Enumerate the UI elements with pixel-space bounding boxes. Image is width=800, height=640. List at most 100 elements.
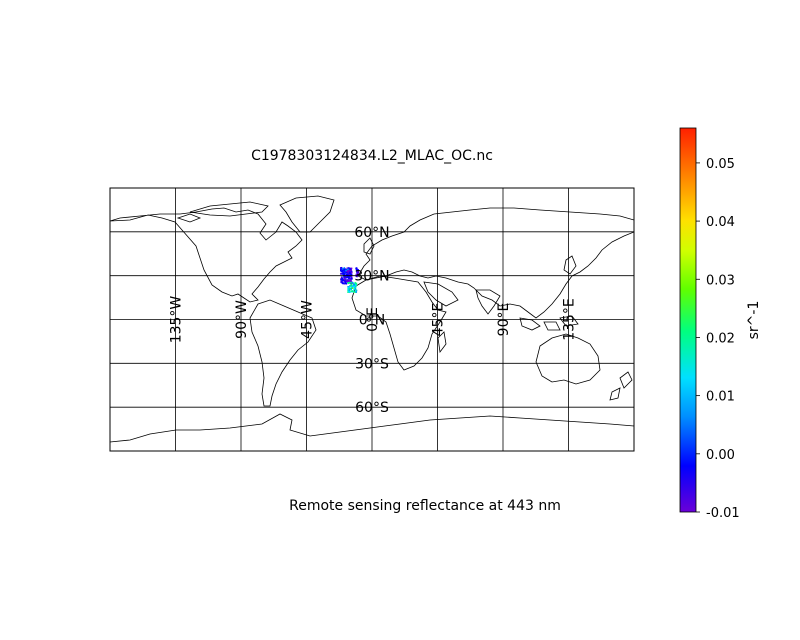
swath-pixel [345, 269, 347, 272]
swath-pixel [347, 276, 349, 279]
swath-pixel [348, 286, 350, 289]
swath-pixel [343, 269, 346, 271]
lon-label: 135°E [562, 298, 578, 341]
lon-label: 90°E [496, 303, 512, 337]
swath-pixel [345, 274, 348, 276]
swath-pixel [353, 283, 355, 285]
swath-pixel [351, 277, 353, 279]
swath-pixel [344, 276, 346, 278]
swath-pixel [353, 285, 355, 288]
swath-pixel [347, 287, 349, 290]
swath-pixel [347, 273, 349, 276]
swath-pixel [347, 288, 350, 291]
lon-label: 45°W [300, 300, 316, 339]
swath-pixel [350, 267, 353, 270]
swath-pixel [341, 268, 344, 270]
swath-pixel [348, 277, 350, 280]
swath-pixel [343, 280, 346, 283]
swath-pixel [345, 279, 348, 281]
swath-pixel [344, 282, 347, 284]
coastline-india [475, 289, 501, 315]
swath-pixel [341, 282, 344, 284]
swath-pixel [353, 286, 356, 289]
swath-pixel [339, 273, 342, 275]
swath-pixel [357, 272, 359, 274]
coastline-arctic-islands [176, 201, 269, 223]
colorbar-tick-label: 0.04 [706, 215, 735, 230]
swath-pixel [340, 270, 343, 273]
swath-pixel [347, 270, 349, 273]
swath-pixel [347, 286, 349, 288]
swath-pixel [347, 269, 349, 272]
swath-pixel [342, 275, 345, 278]
swath-pixel [349, 277, 351, 280]
swath-pixel [352, 282, 354, 284]
graticule-labels: 135°W 90°W 45°W 0°E 45°E 90°E 135°E 60°S 30°S 0°N… [169, 225, 578, 416]
swath-pixel [347, 282, 350, 285]
swath-pixel [339, 268, 342, 270]
swath-pixel [354, 287, 357, 289]
swath-pixel [350, 271, 353, 274]
colorbar [679, 127, 697, 513]
coastline-madagascar [437, 331, 447, 354]
swath-pixel [343, 282, 346, 285]
coastline-australia [535, 333, 601, 385]
colorbar-tick-label: 0.00 [706, 448, 735, 463]
swath-pixel [349, 280, 351, 282]
swath-pixel [342, 279, 344, 281]
colorbar-tick-label: 0.02 [706, 331, 735, 346]
swath-pixel [355, 273, 358, 276]
swath-pixel [341, 279, 343, 282]
swath-pixel [341, 269, 344, 271]
swath-pixel [342, 273, 344, 275]
lat-label: 0°N [359, 313, 385, 329]
swath-pixel [344, 268, 347, 270]
swath-pixel [345, 280, 347, 282]
swath-pixel [348, 281, 351, 284]
swath-pixel [347, 290, 350, 293]
swath-pixel [349, 291, 351, 293]
swath-pixel [343, 270, 346, 273]
swath-pixel [350, 280, 352, 282]
lon-label: 45°E [431, 303, 447, 337]
swath-pixel [340, 276, 343, 279]
swath-pixel [349, 278, 352, 281]
colorbar-tick-label: 0.01 [706, 390, 735, 405]
swath-pixel [350, 290, 353, 292]
coastline-antarctica [110, 413, 634, 443]
colorbar-ticks: 0.05 0.04 0.03 0.02 0.01 0.00 -0.01 [696, 157, 740, 521]
coastline-arabia [423, 281, 459, 307]
swath-pixel [350, 287, 353, 290]
swath-pixel [348, 270, 350, 272]
swath-pixel [346, 270, 348, 273]
swath-pixel [341, 270, 344, 273]
swath-pixel [343, 267, 346, 269]
lat-label: 60°S [355, 400, 389, 416]
swath-pixel [350, 284, 352, 287]
map-caption: Remote sensing reflectance at 443 nm [289, 498, 561, 514]
swath-pixel [351, 286, 353, 288]
swath-pixel [346, 280, 349, 282]
swath-pixel [341, 273, 343, 275]
swath-pixel [355, 282, 357, 285]
map-title: C1978303124834.L2_MLAC_OC.nc [251, 148, 493, 164]
swath-pixel [347, 267, 350, 269]
colorbar-tick-label: -0.01 [706, 506, 740, 521]
coastline-greenland [279, 195, 335, 233]
swath-pixel [354, 281, 356, 284]
swath-pixel [350, 273, 353, 276]
swath-pixel [344, 272, 347, 274]
swath-pixel [348, 269, 351, 272]
lon-label: 135°W [169, 296, 185, 344]
colorbar-tick-label: 0.05 [706, 157, 735, 172]
swath-pixel [347, 272, 350, 274]
swath-pixel [340, 278, 343, 280]
swath-pixel [348, 272, 351, 274]
swath-pixel [343, 273, 346, 275]
swath-pixel [351, 290, 354, 292]
swath-pixel [353, 287, 356, 290]
swath-pixel [348, 276, 350, 278]
swath-pixel [356, 270, 359, 272]
swath-pixel [349, 269, 352, 272]
colorbar-tick-label: 0.03 [706, 273, 735, 288]
